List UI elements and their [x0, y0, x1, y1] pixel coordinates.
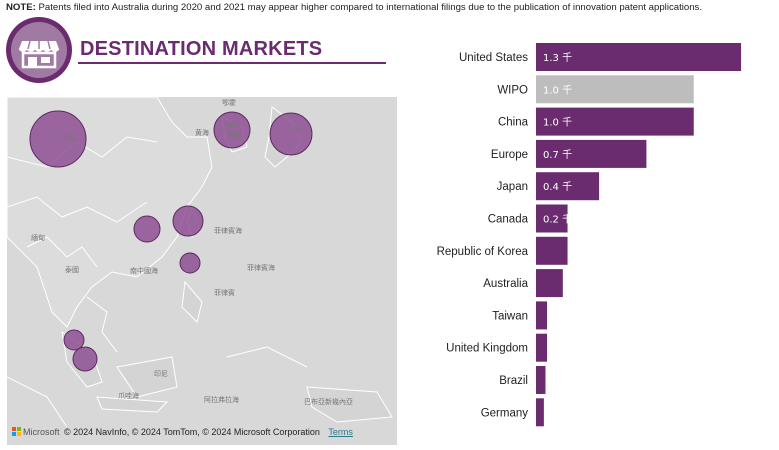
map-label: 鄂霍 [222, 98, 236, 107]
category-label: China [498, 117, 529, 129]
map-bubble-malaysia[interactable] [64, 330, 84, 350]
map-label: 黄海 [195, 128, 209, 137]
bar[interactable] [536, 237, 568, 265]
map-attribution: Microsoft © 2024 NavInfo, © 2024 TomTom,… [12, 427, 353, 437]
data-label: 1.3 千 [543, 52, 572, 64]
bar-chart-canvas: United States 1.3 千 WIPO 1.0 千 China 1.0 千 Eur… [400, 38, 779, 438]
map-label: 南中國海 [130, 266, 158, 275]
map-label: 日本 [286, 124, 300, 133]
map-bubble-philippines[interactable] [180, 253, 200, 273]
map-bubble-korea[interactable] [214, 112, 250, 148]
category-label: WIPO [497, 84, 528, 96]
note-text: NOTE: Patents filed into Australia durin… [6, 2, 702, 13]
map-bubble-taiwan[interactable] [173, 206, 203, 236]
category-label: Australia [483, 278, 528, 290]
title-underline [78, 62, 386, 64]
map-canvas[interactable]: 鄂霍 中国 黄海 韓國 東海 日本 菲律賓海 緬甸 泰國 南中國海 菲律賓 印尼… [7, 97, 397, 445]
destination-markets-bar-chart: United States 1.3 千 WIPO 1.0 千 China 1.0 千 Eur… [400, 38, 779, 438]
map-bubble-china[interactable] [30, 111, 86, 167]
storefront-glyph-icon [11, 22, 67, 78]
map-label: 緬甸 [31, 233, 45, 242]
map-terms-link[interactable]: Terms [328, 427, 353, 437]
map-attribution-text: © 2024 NavInfo, © 2024 TomTom, © 2024 Mi… [64, 427, 320, 437]
bar[interactable] [536, 334, 547, 362]
note-label: NOTE: [6, 2, 36, 13]
bar[interactable] [536, 366, 545, 394]
page-title: DESTINATION MARKETS [80, 38, 322, 61]
map-brand: Microsoft [23, 427, 60, 437]
map-bubble-singapore[interactable] [73, 347, 97, 371]
map-label: 中国 [62, 133, 76, 142]
storefront-icon [6, 17, 72, 83]
map-label: 菲律賓海 [247, 263, 275, 272]
data-label: 0.4 千 [543, 181, 572, 193]
category-label: United Kingdom [446, 343, 528, 355]
map-label: 印尼 [154, 370, 168, 378]
data-label: 1.0 千 [543, 84, 572, 96]
map-label: 泰國 [65, 265, 79, 274]
map-label: 東海 [227, 130, 241, 139]
map-label: 阿拉弗拉海 [204, 395, 239, 404]
microsoft-logo-icon [12, 427, 21, 436]
data-label: 0.2 千 [543, 214, 572, 226]
map-bubble-japan[interactable] [270, 113, 312, 155]
map-label: 菲律賓海 [214, 226, 242, 235]
map-label: 菲律賓 [214, 288, 235, 297]
bar[interactable] [536, 269, 563, 297]
category-label: Brazil [499, 375, 528, 387]
note-body: Patents filed into Australia during 2020… [39, 2, 702, 13]
bar[interactable] [536, 301, 547, 329]
category-label: United States [459, 52, 528, 64]
map-bubble-hongkong[interactable] [134, 216, 160, 242]
map-label: 韓國 [226, 120, 240, 129]
category-label: Taiwan [492, 310, 528, 322]
category-label: Canada [488, 214, 529, 226]
bar[interactable] [536, 398, 544, 426]
data-label: 0.7 千 [543, 149, 572, 161]
map-visual[interactable]: 鄂霍 中国 黄海 韓國 東海 日本 菲律賓海 緬甸 泰國 南中國海 菲律賓 印尼… [7, 97, 397, 445]
category-label: Japan [497, 181, 528, 193]
map-label: 巴布亞新幾內亞 [304, 397, 353, 406]
category-label: Europe [491, 149, 528, 161]
category-label: Republic of Korea [437, 246, 529, 258]
category-label: Germany [481, 407, 529, 419]
map-label: 爪哇海 [118, 391, 139, 400]
data-label: 1.0 千 [543, 117, 572, 129]
